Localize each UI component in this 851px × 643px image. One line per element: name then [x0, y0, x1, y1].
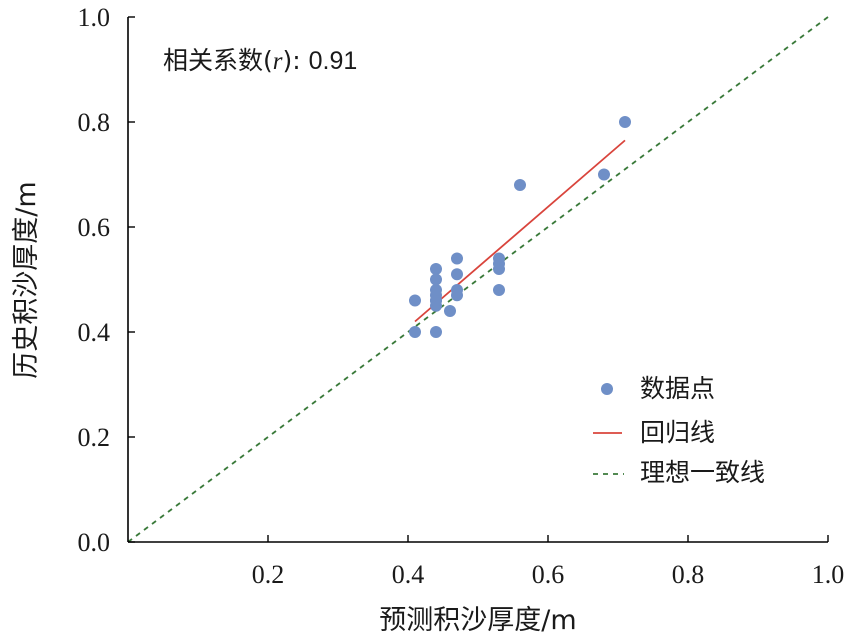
- data-point: [493, 252, 505, 265]
- data-point: [430, 263, 442, 275]
- x-tick-label: 0.2: [252, 560, 285, 589]
- legend-label-regression-line: 回归线: [640, 418, 715, 447]
- correlation-suffix: ):: [283, 46, 309, 75]
- data-point: [430, 284, 442, 296]
- x-tick-label: 0.6: [532, 560, 565, 589]
- y-axis-title: 历史积沙厚度/m: [11, 181, 42, 378]
- x-axis-title: 预测积沙厚度/m: [379, 605, 576, 636]
- data-point: [451, 252, 463, 265]
- data-point: [409, 326, 421, 338]
- x-axis-ticks: 0.2 0.4 0.6 0.8 1.0: [252, 535, 845, 589]
- data-point: [451, 284, 463, 296]
- x-tick-label: 0.4: [392, 560, 425, 589]
- plot-points: [409, 116, 631, 338]
- data-point: [430, 326, 442, 338]
- data-point: [619, 116, 631, 128]
- correlation-annotation: 相关系数(r): 0.91: [163, 46, 357, 75]
- legend-label-ideal-line: 理想一致线: [640, 458, 765, 487]
- legend-marker-data-points: [601, 383, 613, 395]
- x-tick-label: 1.0: [812, 560, 845, 589]
- y-tick-label: 0.4: [78, 318, 111, 347]
- data-point: [451, 268, 463, 281]
- correlation-value: 0.91: [309, 47, 358, 75]
- x-tick-label: 0.8: [672, 560, 705, 589]
- y-tick-label: 0.8: [78, 108, 111, 137]
- data-point: [493, 284, 505, 296]
- y-tick-label: 0.0: [78, 528, 111, 557]
- correlation-variable: r: [273, 48, 283, 75]
- y-tick-label: 0.6: [78, 213, 111, 242]
- y-axis-ticks: 0.0 0.2 0.4 0.6 0.8 1.0: [78, 3, 135, 557]
- data-point: [409, 294, 421, 307]
- y-tick-label: 1.0: [78, 3, 111, 32]
- correlation-prefix: 相关系数(: [163, 46, 273, 75]
- plot-lines: [127, 16, 829, 543]
- legend-label-data-points: 数据点: [640, 374, 715, 403]
- data-point: [514, 179, 526, 191]
- data-point: [430, 273, 442, 286]
- data-point: [598, 168, 610, 181]
- y-tick-label: 0.2: [78, 423, 111, 452]
- legend: 数据点 回归线 理想一致线: [593, 374, 765, 487]
- data-point: [444, 305, 456, 317]
- regression-line: [414, 139, 626, 323]
